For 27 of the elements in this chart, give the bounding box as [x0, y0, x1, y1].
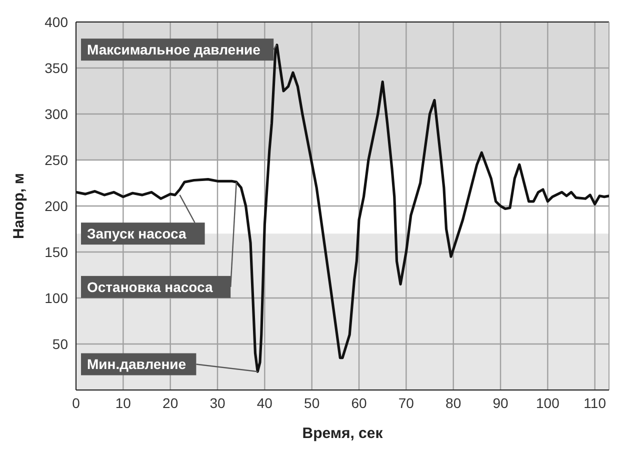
x-tick-label: 80 — [446, 394, 462, 411]
annotation: Запуск насоса — [87, 226, 186, 242]
y-tick-label: 200 — [44, 198, 68, 214]
x-tick-label: 50 — [304, 394, 320, 411]
annotation: Мин.давление — [87, 356, 186, 372]
x-axis-title: Время, сек — [302, 425, 384, 442]
y-tick-label: 50 — [52, 336, 68, 352]
y-tick-label: 400 — [44, 14, 68, 30]
x-tick-label: 40 — [256, 394, 273, 411]
annotation: Максимальное давление — [87, 42, 261, 58]
x-tick-label: 100 — [536, 394, 560, 411]
y-tick-label: 150 — [44, 244, 68, 260]
y-tick-label: 350 — [44, 60, 68, 76]
line-series — [76, 44, 609, 373]
x-tick-label: 30 — [210, 394, 226, 411]
x-tick-label: 110 — [584, 394, 606, 411]
x-tick-label: 90 — [492, 394, 509, 411]
x-tick-label: 70 — [398, 394, 414, 411]
x-tick-label: 10 — [115, 394, 132, 411]
y-axis-title: Напор, м — [10, 173, 28, 239]
x-tick-label: 60 — [351, 394, 368, 411]
x-tick-label: 20 — [162, 394, 178, 411]
y-tick-label: 100 — [44, 290, 68, 306]
x-tick-label: 0 — [72, 394, 80, 411]
annotation: Остановка насоса — [87, 278, 213, 295]
y-tick-label: 300 — [44, 106, 68, 122]
y-tick-label: 250 — [44, 152, 68, 168]
